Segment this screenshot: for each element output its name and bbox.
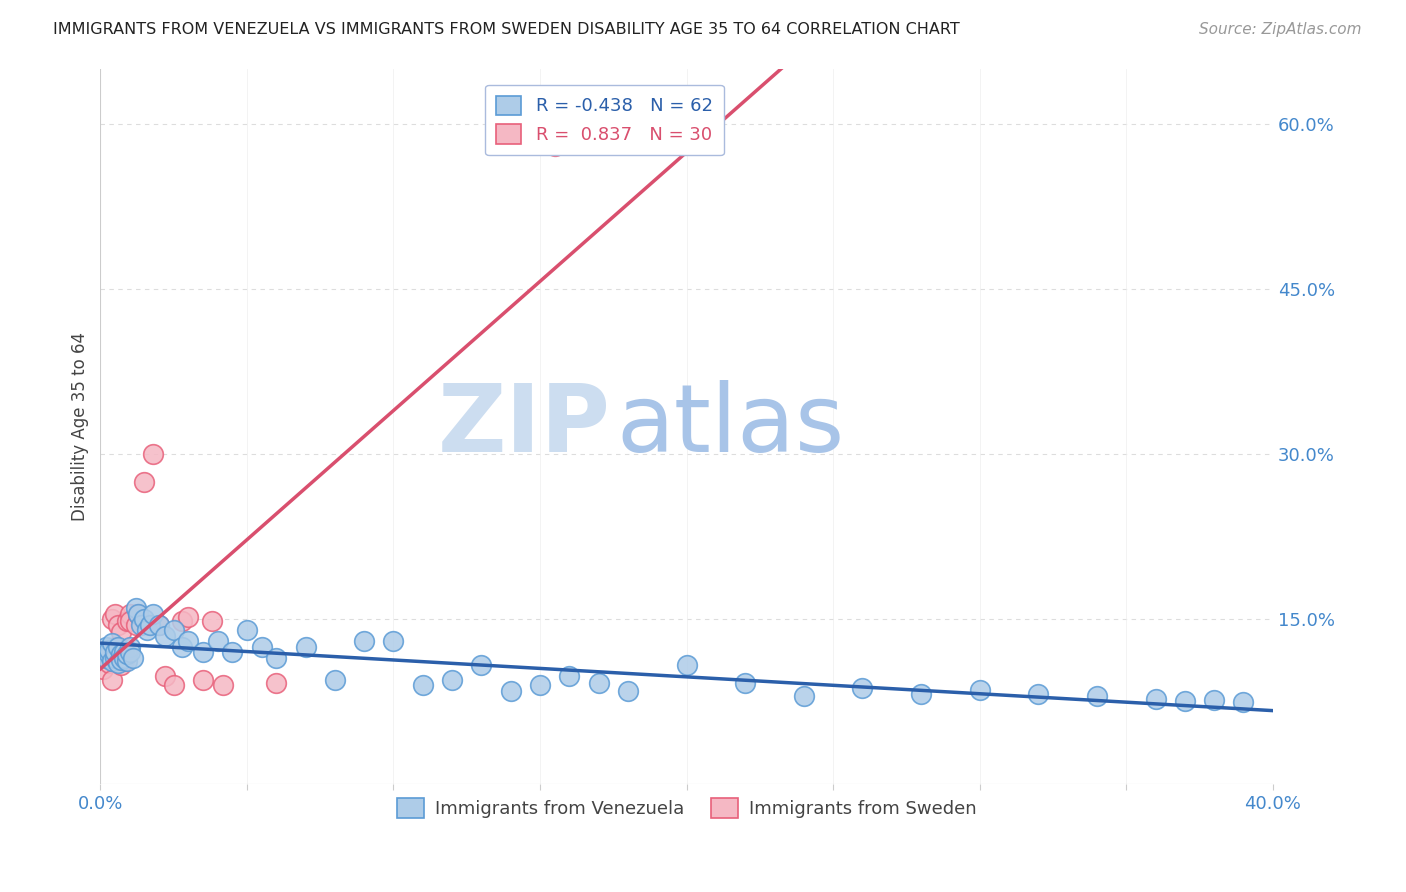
Point (153, 629, 176, 643)
Point (142, 447, 165, 461)
Point (162, 624, 184, 638)
Point (118, 607, 141, 621)
Point (96, 640, 118, 654)
Point (98, 650, 121, 665)
Point (124, 617, 146, 632)
Point (136, 624, 159, 638)
Point (1026, 687, 1049, 701)
Point (221, 645, 243, 659)
Point (499, 683, 522, 698)
Point (1144, 691, 1167, 706)
Point (236, 624, 259, 638)
Point (264, 650, 287, 665)
Point (96, 650, 118, 665)
Point (588, 676, 610, 690)
Point (104, 607, 127, 621)
Point (412, 678, 434, 692)
Point (101, 612, 124, 626)
Point (148, 617, 170, 632)
Point (134, 612, 156, 626)
Point (104, 645, 127, 659)
Point (1204, 692, 1226, 706)
Point (98, 657, 121, 671)
Point (177, 610, 200, 624)
Point (558, 669, 581, 683)
Text: Source: ZipAtlas.com: Source: ZipAtlas.com (1198, 22, 1361, 37)
Point (110, 658, 132, 673)
Point (98, 648, 121, 662)
Point (91, 662, 114, 676)
Point (112, 645, 135, 659)
Point (118, 615, 141, 629)
Point (134, 475, 156, 489)
Point (110, 653, 132, 667)
Point (112, 654, 135, 668)
Point (104, 650, 127, 665)
Point (107, 617, 129, 632)
Point (264, 676, 287, 690)
Point (250, 640, 273, 654)
Point (131, 617, 153, 632)
Point (851, 681, 873, 695)
Point (470, 658, 492, 673)
Legend: Immigrants from Venezuela, Immigrants from Sweden: Immigrants from Venezuela, Immigrants fr… (389, 791, 984, 825)
Point (177, 634, 200, 648)
Y-axis label: Disability Age 35 to 64: Disability Age 35 to 64 (72, 332, 89, 521)
Point (98, 643, 121, 657)
Point (142, 607, 165, 621)
Point (101, 654, 124, 668)
Point (529, 678, 551, 692)
Point (910, 687, 932, 701)
Point (115, 654, 138, 668)
Point (162, 678, 184, 692)
Point (118, 640, 141, 654)
Point (793, 690, 815, 704)
Text: IMMIGRANTS FROM VENEZUELA VS IMMIGRANTS FROM SWEDEN DISABILITY AGE 35 TO 64 CORR: IMMIGRANTS FROM VENEZUELA VS IMMIGRANTS … (53, 22, 960, 37)
Point (107, 640, 129, 654)
Point (191, 645, 214, 659)
Point (101, 636, 124, 650)
Point (153, 669, 176, 683)
Point (172, 615, 194, 629)
Point (734, 676, 756, 690)
Point (207, 634, 229, 648)
Point (91, 645, 114, 659)
Point (112, 650, 135, 665)
Point (96, 645, 118, 659)
Point (323, 673, 346, 687)
Point (441, 673, 464, 687)
Point (294, 640, 316, 654)
Point (127, 607, 149, 621)
Point (172, 640, 194, 654)
Point (675, 658, 697, 673)
Point (110, 625, 132, 640)
Point (201, 615, 224, 629)
Point (115, 648, 138, 662)
Point (617, 683, 640, 698)
Point (110, 648, 132, 662)
Point (1085, 690, 1108, 704)
Point (1232, 695, 1254, 709)
Point (118, 645, 141, 659)
Text: ZIP: ZIP (437, 381, 610, 473)
Point (107, 657, 129, 671)
Text: atlas: atlas (616, 381, 845, 473)
Point (127, 607, 149, 621)
Point (353, 634, 375, 648)
Point (107, 648, 129, 662)
Point (212, 678, 235, 692)
Point (121, 650, 143, 665)
Point (124, 601, 146, 615)
Point (382, 634, 405, 648)
Point (969, 682, 991, 697)
Point (115, 615, 138, 629)
Point (1174, 694, 1197, 708)
Point (139, 617, 162, 632)
Point (101, 673, 124, 687)
Point (148, 617, 170, 632)
Point (104, 640, 127, 654)
Point (543, 138, 565, 153)
Point (191, 673, 214, 687)
